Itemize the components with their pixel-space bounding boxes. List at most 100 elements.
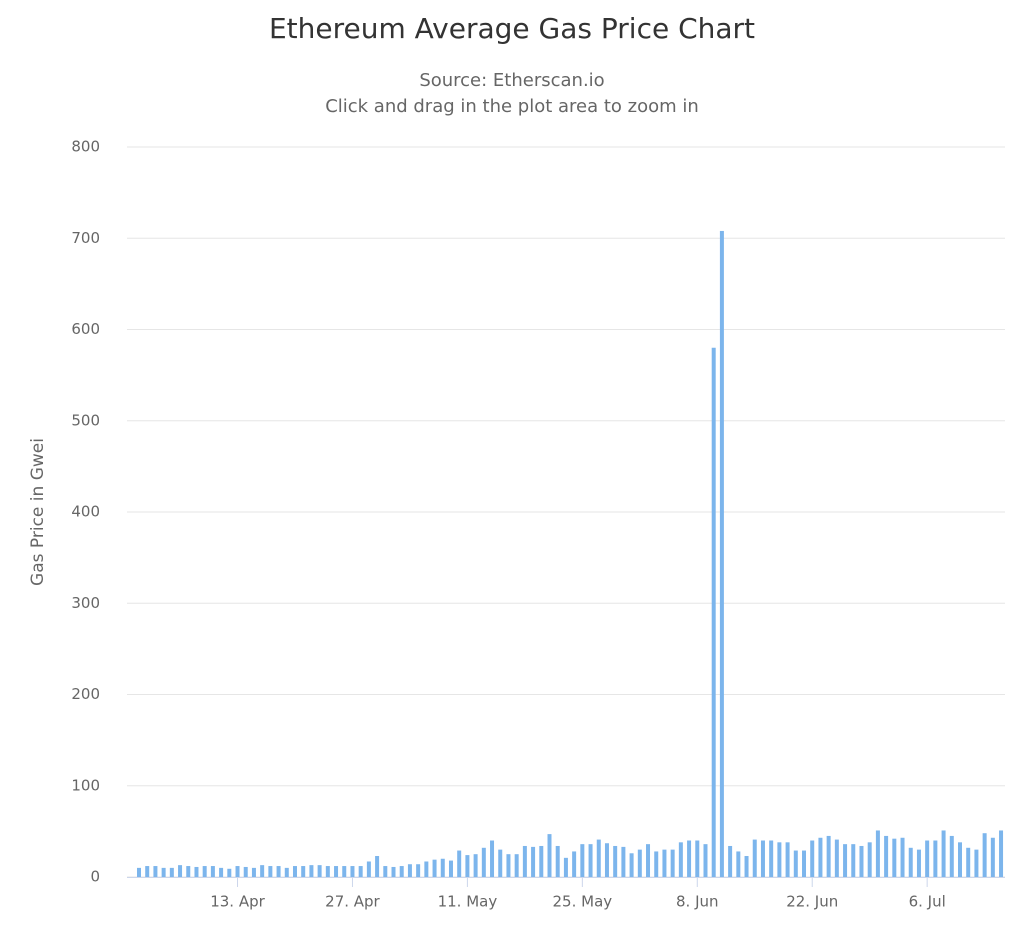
bar	[588, 844, 593, 877]
bar	[629, 853, 634, 877]
bar	[292, 866, 297, 877]
y-tick-label: 0	[90, 868, 100, 886]
x-tick-label: 6. Jul	[909, 893, 946, 911]
bar	[982, 833, 987, 877]
bar	[728, 845, 733, 877]
bar	[810, 840, 815, 877]
bar	[424, 861, 429, 877]
bar	[867, 842, 872, 877]
bar	[457, 850, 462, 877]
bar	[260, 865, 265, 877]
bar	[227, 868, 232, 877]
bar	[309, 865, 314, 877]
bar	[317, 865, 322, 877]
bar	[637, 849, 642, 877]
bar	[202, 866, 207, 877]
y-tick-label: 300	[71, 594, 100, 612]
bar	[572, 851, 577, 877]
y-tick-label: 400	[71, 503, 100, 521]
bar	[892, 838, 897, 877]
y-axis-label: Gas Price in Gwei	[28, 438, 48, 586]
chart-title: Ethereum Average Gas Price Chart	[269, 12, 755, 45]
y-tick-label: 100	[71, 776, 100, 794]
bar	[662, 849, 667, 877]
bar	[999, 830, 1004, 877]
bar	[604, 843, 609, 877]
bar	[933, 840, 938, 877]
bar	[383, 866, 388, 877]
bar	[777, 842, 782, 877]
bar	[670, 849, 675, 877]
bar	[925, 840, 930, 877]
y-tick-label: 200	[71, 685, 100, 703]
y-tick-label: 700	[71, 229, 100, 247]
bar	[793, 850, 798, 877]
bar	[235, 866, 240, 877]
bar	[966, 847, 971, 877]
bar	[342, 866, 347, 877]
x-tick-label: 27. Apr	[325, 893, 380, 911]
bar	[563, 857, 568, 877]
chart-subtitle: Click and drag in the plot area to zoom …	[325, 96, 699, 117]
bar	[243, 866, 248, 877]
bar	[448, 860, 453, 877]
bar	[843, 844, 848, 877]
bar	[695, 840, 700, 877]
bar	[284, 867, 289, 877]
bar	[169, 867, 174, 877]
bar	[596, 839, 601, 877]
bar	[646, 844, 651, 877]
bar	[268, 866, 273, 877]
bar	[481, 847, 486, 877]
bar	[736, 851, 741, 877]
bar	[908, 847, 913, 877]
y-tick-label: 600	[71, 320, 100, 338]
bar	[900, 837, 905, 877]
bar	[137, 867, 141, 877]
bar	[522, 845, 527, 877]
bar	[875, 830, 880, 877]
bar	[334, 866, 339, 877]
bar	[186, 866, 191, 877]
x-tick-label: 8. Jun	[676, 893, 719, 911]
bar	[974, 849, 979, 877]
bar	[621, 846, 626, 877]
bar	[580, 844, 585, 877]
bar	[358, 866, 363, 877]
bar	[350, 866, 355, 877]
bar	[432, 859, 437, 877]
bar	[613, 845, 618, 877]
bar	[834, 839, 839, 877]
bar	[555, 845, 560, 877]
x-tick-label: 22. Jun	[786, 893, 838, 911]
bar	[744, 856, 749, 877]
chart-subtitle: Source: Etherscan.io	[419, 70, 604, 91]
bar	[325, 866, 330, 877]
bar	[399, 866, 404, 877]
bar	[440, 858, 445, 877]
bar	[210, 866, 215, 877]
bar	[916, 849, 921, 877]
bar	[153, 866, 158, 877]
bar	[498, 849, 503, 877]
bar	[531, 846, 536, 877]
y-tick-label: 500	[71, 411, 100, 429]
bar	[465, 855, 470, 877]
bar	[194, 866, 199, 877]
bar	[654, 851, 659, 877]
bar	[678, 842, 683, 877]
bar	[276, 866, 281, 877]
bar	[949, 835, 954, 877]
bar	[884, 835, 889, 877]
bar	[958, 842, 962, 877]
bar	[473, 854, 478, 877]
bar	[490, 840, 495, 877]
bar	[719, 230, 724, 877]
bar	[251, 867, 256, 877]
bar	[416, 864, 421, 877]
bar	[769, 840, 774, 877]
bar	[366, 861, 371, 877]
bar	[178, 865, 183, 877]
